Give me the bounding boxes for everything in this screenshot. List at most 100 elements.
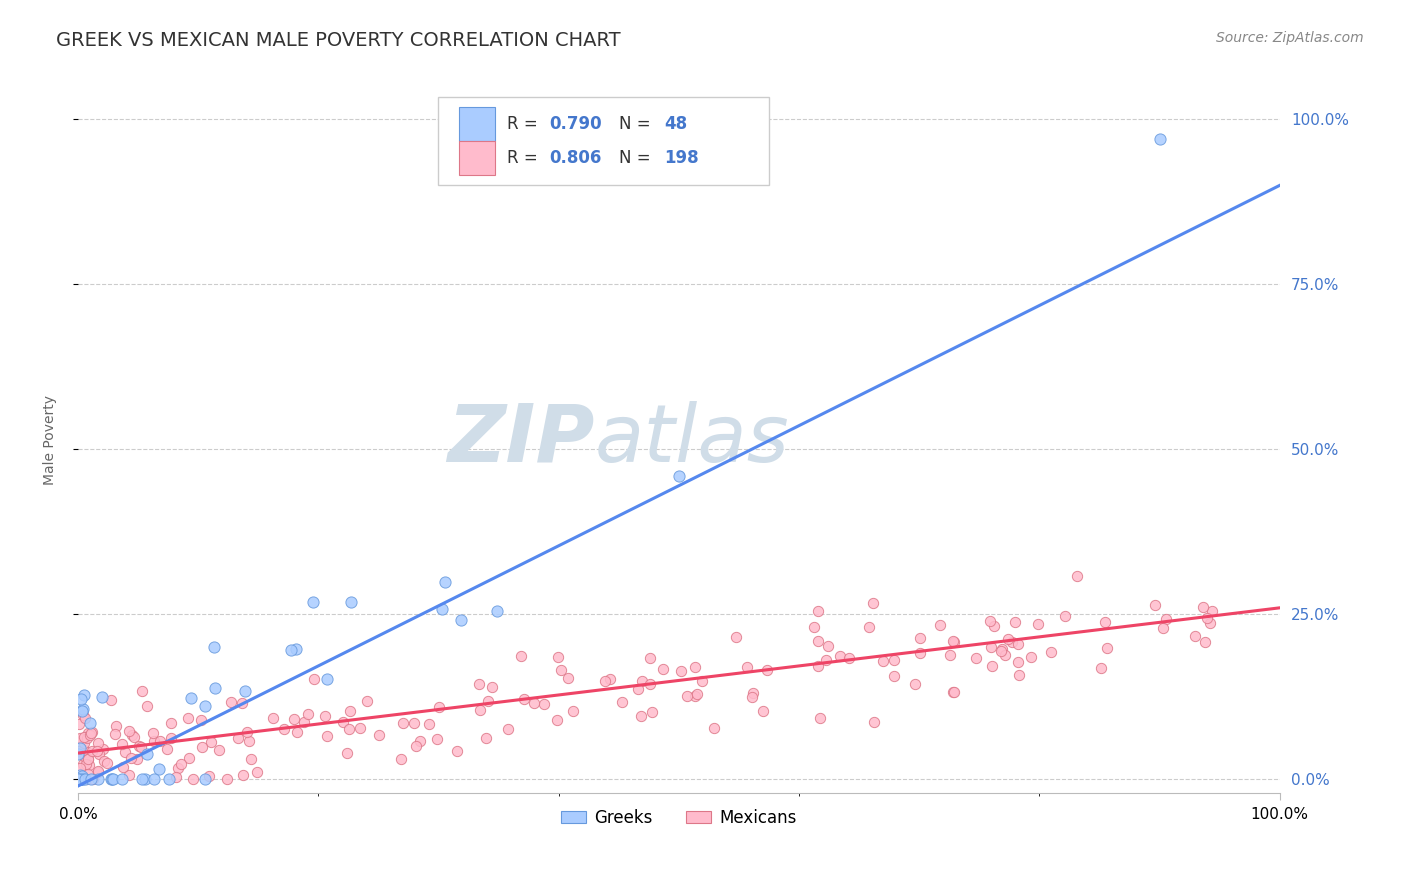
Point — [70, 692, 93, 706]
Point — [297, 706, 319, 721]
Point — [73, 688, 96, 702]
Point — [215, 772, 238, 787]
Point — [302, 672, 325, 686]
Point — [160, 716, 183, 731]
Point — [143, 772, 166, 787]
Point — [339, 704, 361, 718]
Point — [1007, 637, 1029, 651]
Point — [434, 574, 457, 589]
Point — [159, 731, 181, 745]
Point — [883, 669, 905, 683]
Point — [67, 744, 90, 758]
Point — [737, 659, 759, 673]
Point — [236, 725, 259, 739]
Point — [165, 770, 187, 784]
Point — [409, 733, 432, 747]
Point — [219, 696, 242, 710]
Point — [807, 658, 830, 673]
Point — [450, 613, 472, 627]
Point — [1192, 600, 1215, 615]
Point — [557, 671, 579, 685]
Point — [1149, 132, 1171, 146]
Point — [1095, 641, 1118, 656]
Point — [496, 723, 519, 737]
Point — [485, 604, 508, 618]
Point — [981, 659, 1004, 673]
Text: 48: 48 — [665, 115, 688, 133]
Point — [994, 648, 1017, 663]
Point — [69, 740, 91, 755]
Point — [474, 731, 496, 745]
Point — [481, 680, 503, 694]
Point — [1007, 655, 1029, 669]
Y-axis label: Male Poverty: Male Poverty — [44, 394, 58, 484]
Point — [980, 640, 1002, 654]
Point — [928, 618, 950, 632]
Point — [120, 751, 142, 765]
Point — [200, 735, 222, 749]
Point — [240, 752, 263, 766]
Point — [190, 713, 212, 727]
Point — [446, 744, 468, 758]
Point — [755, 664, 778, 678]
Point — [284, 642, 307, 657]
Point — [671, 664, 693, 678]
Point — [943, 634, 966, 648]
FancyBboxPatch shape — [439, 97, 769, 186]
Point — [314, 709, 336, 723]
Point — [191, 739, 214, 754]
Text: R =: R = — [508, 115, 543, 133]
Text: 0.806: 0.806 — [548, 149, 602, 167]
Point — [262, 711, 284, 725]
Point — [118, 767, 141, 781]
Point — [67, 772, 90, 787]
Point — [862, 597, 884, 611]
Point — [686, 688, 709, 702]
Point — [685, 690, 707, 704]
Point — [942, 685, 965, 699]
Point — [73, 730, 96, 744]
Point — [1026, 617, 1049, 632]
Point — [418, 716, 440, 731]
Point — [908, 631, 931, 645]
Point — [149, 734, 172, 748]
Point — [170, 756, 193, 771]
Point — [405, 739, 427, 753]
Point — [89, 747, 111, 761]
Point — [908, 646, 931, 660]
Point — [1054, 609, 1077, 624]
Point — [179, 750, 201, 764]
Point — [509, 648, 531, 663]
Point — [392, 716, 415, 731]
Point — [741, 685, 763, 699]
Point — [942, 634, 965, 648]
Point — [131, 772, 153, 787]
Point — [76, 772, 98, 787]
Point — [69, 716, 91, 731]
FancyBboxPatch shape — [458, 107, 495, 141]
Point — [104, 727, 127, 741]
Point — [339, 594, 361, 608]
Point — [69, 772, 91, 787]
Point — [233, 684, 256, 698]
Point — [668, 469, 690, 483]
Point — [87, 736, 110, 750]
Point — [938, 648, 960, 663]
Point — [82, 772, 104, 787]
Point — [122, 731, 145, 745]
Text: N =: N = — [619, 149, 655, 167]
Point — [125, 752, 148, 766]
Point — [87, 765, 110, 780]
Point — [167, 761, 190, 775]
Point — [86, 772, 108, 787]
Point — [72, 757, 94, 772]
Point — [67, 772, 90, 787]
Point — [76, 726, 98, 740]
Point — [550, 663, 572, 677]
Text: 198: 198 — [665, 149, 699, 167]
Text: GREEK VS MEXICAN MALE POVERTY CORRELATION CHART: GREEK VS MEXICAN MALE POVERTY CORRELATIO… — [56, 31, 621, 50]
Point — [561, 704, 583, 718]
Text: ZIP: ZIP — [447, 401, 595, 478]
Point — [1001, 635, 1024, 649]
Point — [838, 651, 860, 665]
